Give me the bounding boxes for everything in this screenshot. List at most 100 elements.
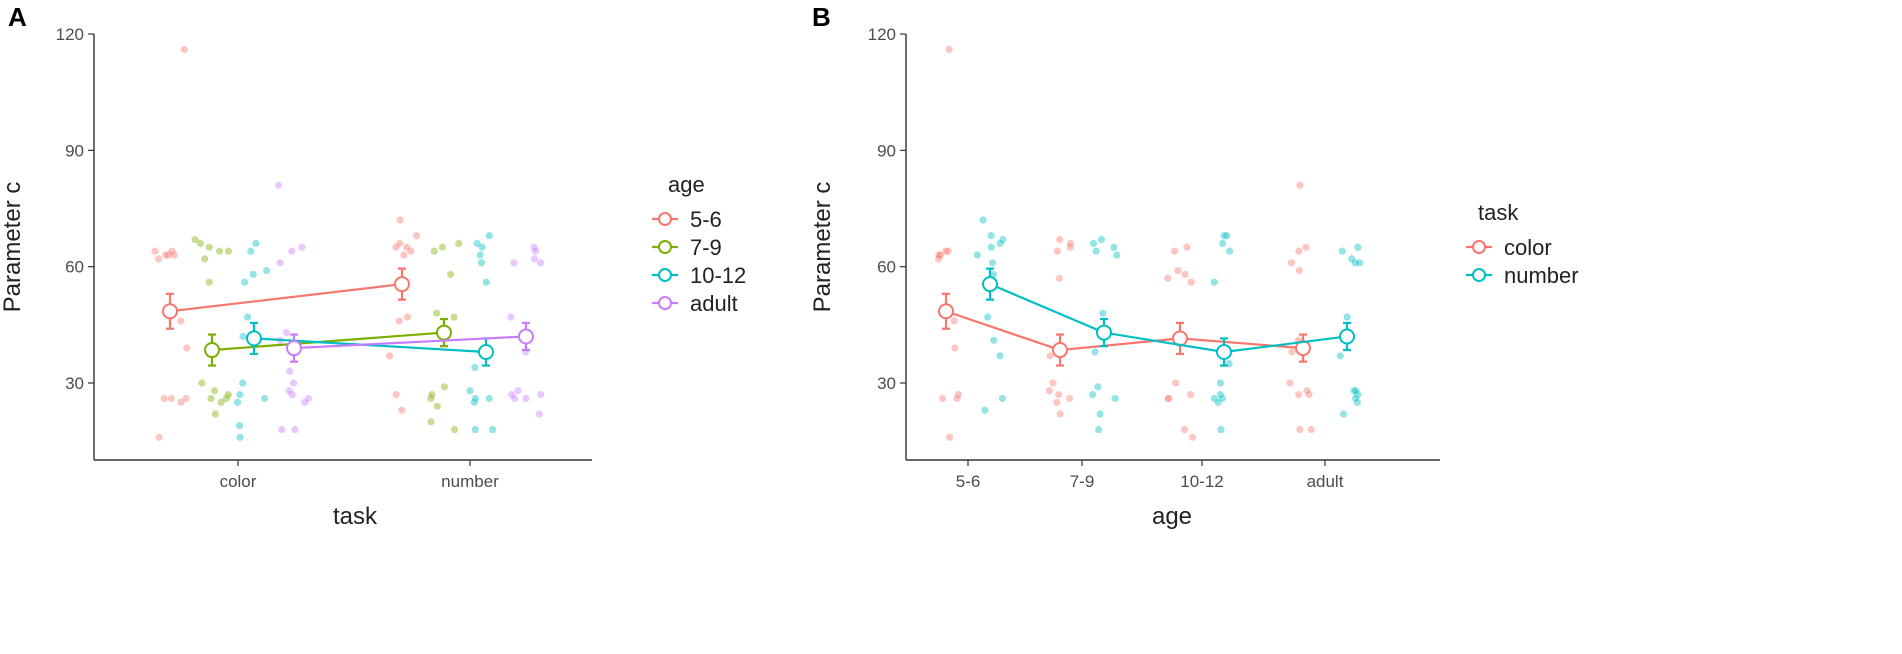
data-point	[1288, 348, 1296, 356]
data-point	[1295, 391, 1303, 399]
series-number-mean-point	[982, 276, 998, 293]
data-point	[412, 232, 421, 240]
data-point	[428, 391, 436, 399]
data-point	[196, 239, 205, 247]
data-point	[1094, 383, 1102, 391]
data-point	[1220, 232, 1228, 240]
data-point	[1056, 235, 1064, 244]
y-tick-label: 30	[65, 374, 84, 393]
data-point	[177, 398, 185, 406]
data-point	[537, 391, 545, 399]
data-point	[973, 251, 981, 259]
data-point	[938, 394, 947, 403]
data-point	[1164, 274, 1172, 282]
data-point	[510, 259, 518, 267]
x-tick-label: 7-9	[1070, 472, 1095, 491]
data-point	[954, 391, 962, 399]
data-point	[1164, 394, 1173, 403]
series-line-7-9	[211, 331, 445, 352]
data-point	[1339, 410, 1348, 418]
data-point	[215, 247, 224, 255]
data-point	[1049, 379, 1057, 387]
data-point	[990, 336, 998, 344]
data-point	[482, 278, 490, 286]
series-color-mean-point	[1052, 342, 1068, 359]
panel-b-y-axis-title: Parameter c	[809, 182, 836, 313]
data-point	[455, 239, 463, 247]
data-point	[488, 425, 497, 434]
data-point	[282, 328, 291, 337]
data-point	[224, 391, 232, 399]
data-point	[951, 344, 959, 352]
y-tick-label: 120	[868, 25, 896, 44]
series-adult-mean-point	[518, 328, 534, 345]
data-point	[507, 313, 515, 321]
data-point	[1110, 243, 1118, 251]
panel-b-legend-key-marker	[1472, 268, 1486, 282]
data-point	[1286, 379, 1294, 387]
series-number-mean-point	[1216, 343, 1232, 360]
data-point	[1303, 387, 1311, 395]
data-point	[433, 309, 441, 317]
panel-b-legend-label: color	[1504, 235, 1552, 260]
data-point	[471, 425, 479, 434]
data-point	[198, 379, 206, 387]
series-color-mean-point	[938, 303, 954, 320]
data-point	[400, 251, 408, 259]
data-point	[988, 259, 997, 267]
data-point	[471, 363, 479, 372]
data-point	[470, 398, 478, 406]
series-line-adult	[293, 335, 527, 350]
data-point	[1219, 239, 1227, 247]
data-point	[386, 352, 394, 360]
x-tick-label: 5-6	[956, 472, 981, 491]
data-point	[1095, 425, 1103, 434]
data-point	[473, 239, 481, 247]
data-point	[1055, 391, 1063, 399]
data-point	[1216, 391, 1224, 399]
data-point	[1188, 433, 1197, 441]
data-point	[944, 247, 952, 255]
data-point	[276, 259, 284, 267]
data-point	[451, 425, 459, 434]
data-point	[511, 394, 519, 403]
data-point	[1218, 394, 1227, 403]
data-point	[403, 313, 412, 321]
panel-a-label: A	[8, 2, 27, 32]
data-point	[989, 270, 998, 279]
data-point	[1165, 394, 1173, 403]
data-point	[191, 235, 199, 244]
panel-a-x-axis-title: task	[333, 503, 378, 530]
series-adult-mean-point	[286, 340, 302, 357]
data-point	[177, 317, 185, 325]
data-point	[201, 255, 209, 263]
panel-a: A Parameter c task age 30 60 90 120 color nu…	[0, 2, 746, 530]
data-point	[243, 313, 252, 321]
data-point	[285, 387, 293, 395]
y-tick-label: 90	[65, 141, 84, 160]
data-point	[987, 243, 995, 251]
data-point	[946, 433, 954, 441]
data-point	[183, 344, 191, 352]
data-point	[1186, 391, 1195, 399]
panel-b-legend-label: number	[1504, 263, 1579, 288]
panel-a-legend-key-marker	[658, 212, 672, 226]
data-point	[936, 251, 944, 259]
data-point	[222, 394, 230, 403]
data-point	[984, 313, 992, 321]
data-point	[180, 45, 188, 54]
data-point	[155, 433, 163, 441]
data-point	[1226, 247, 1234, 255]
data-point	[1351, 259, 1359, 267]
data-point	[252, 239, 260, 247]
data-point	[1350, 387, 1358, 395]
data-point	[396, 216, 404, 224]
data-point	[430, 247, 438, 255]
data-point	[1351, 394, 1360, 403]
data-point	[433, 402, 441, 410]
data-point	[996, 352, 1004, 360]
series-line-number	[989, 283, 1348, 354]
data-point	[999, 235, 1007, 244]
y-tick-label: 90	[877, 141, 896, 160]
